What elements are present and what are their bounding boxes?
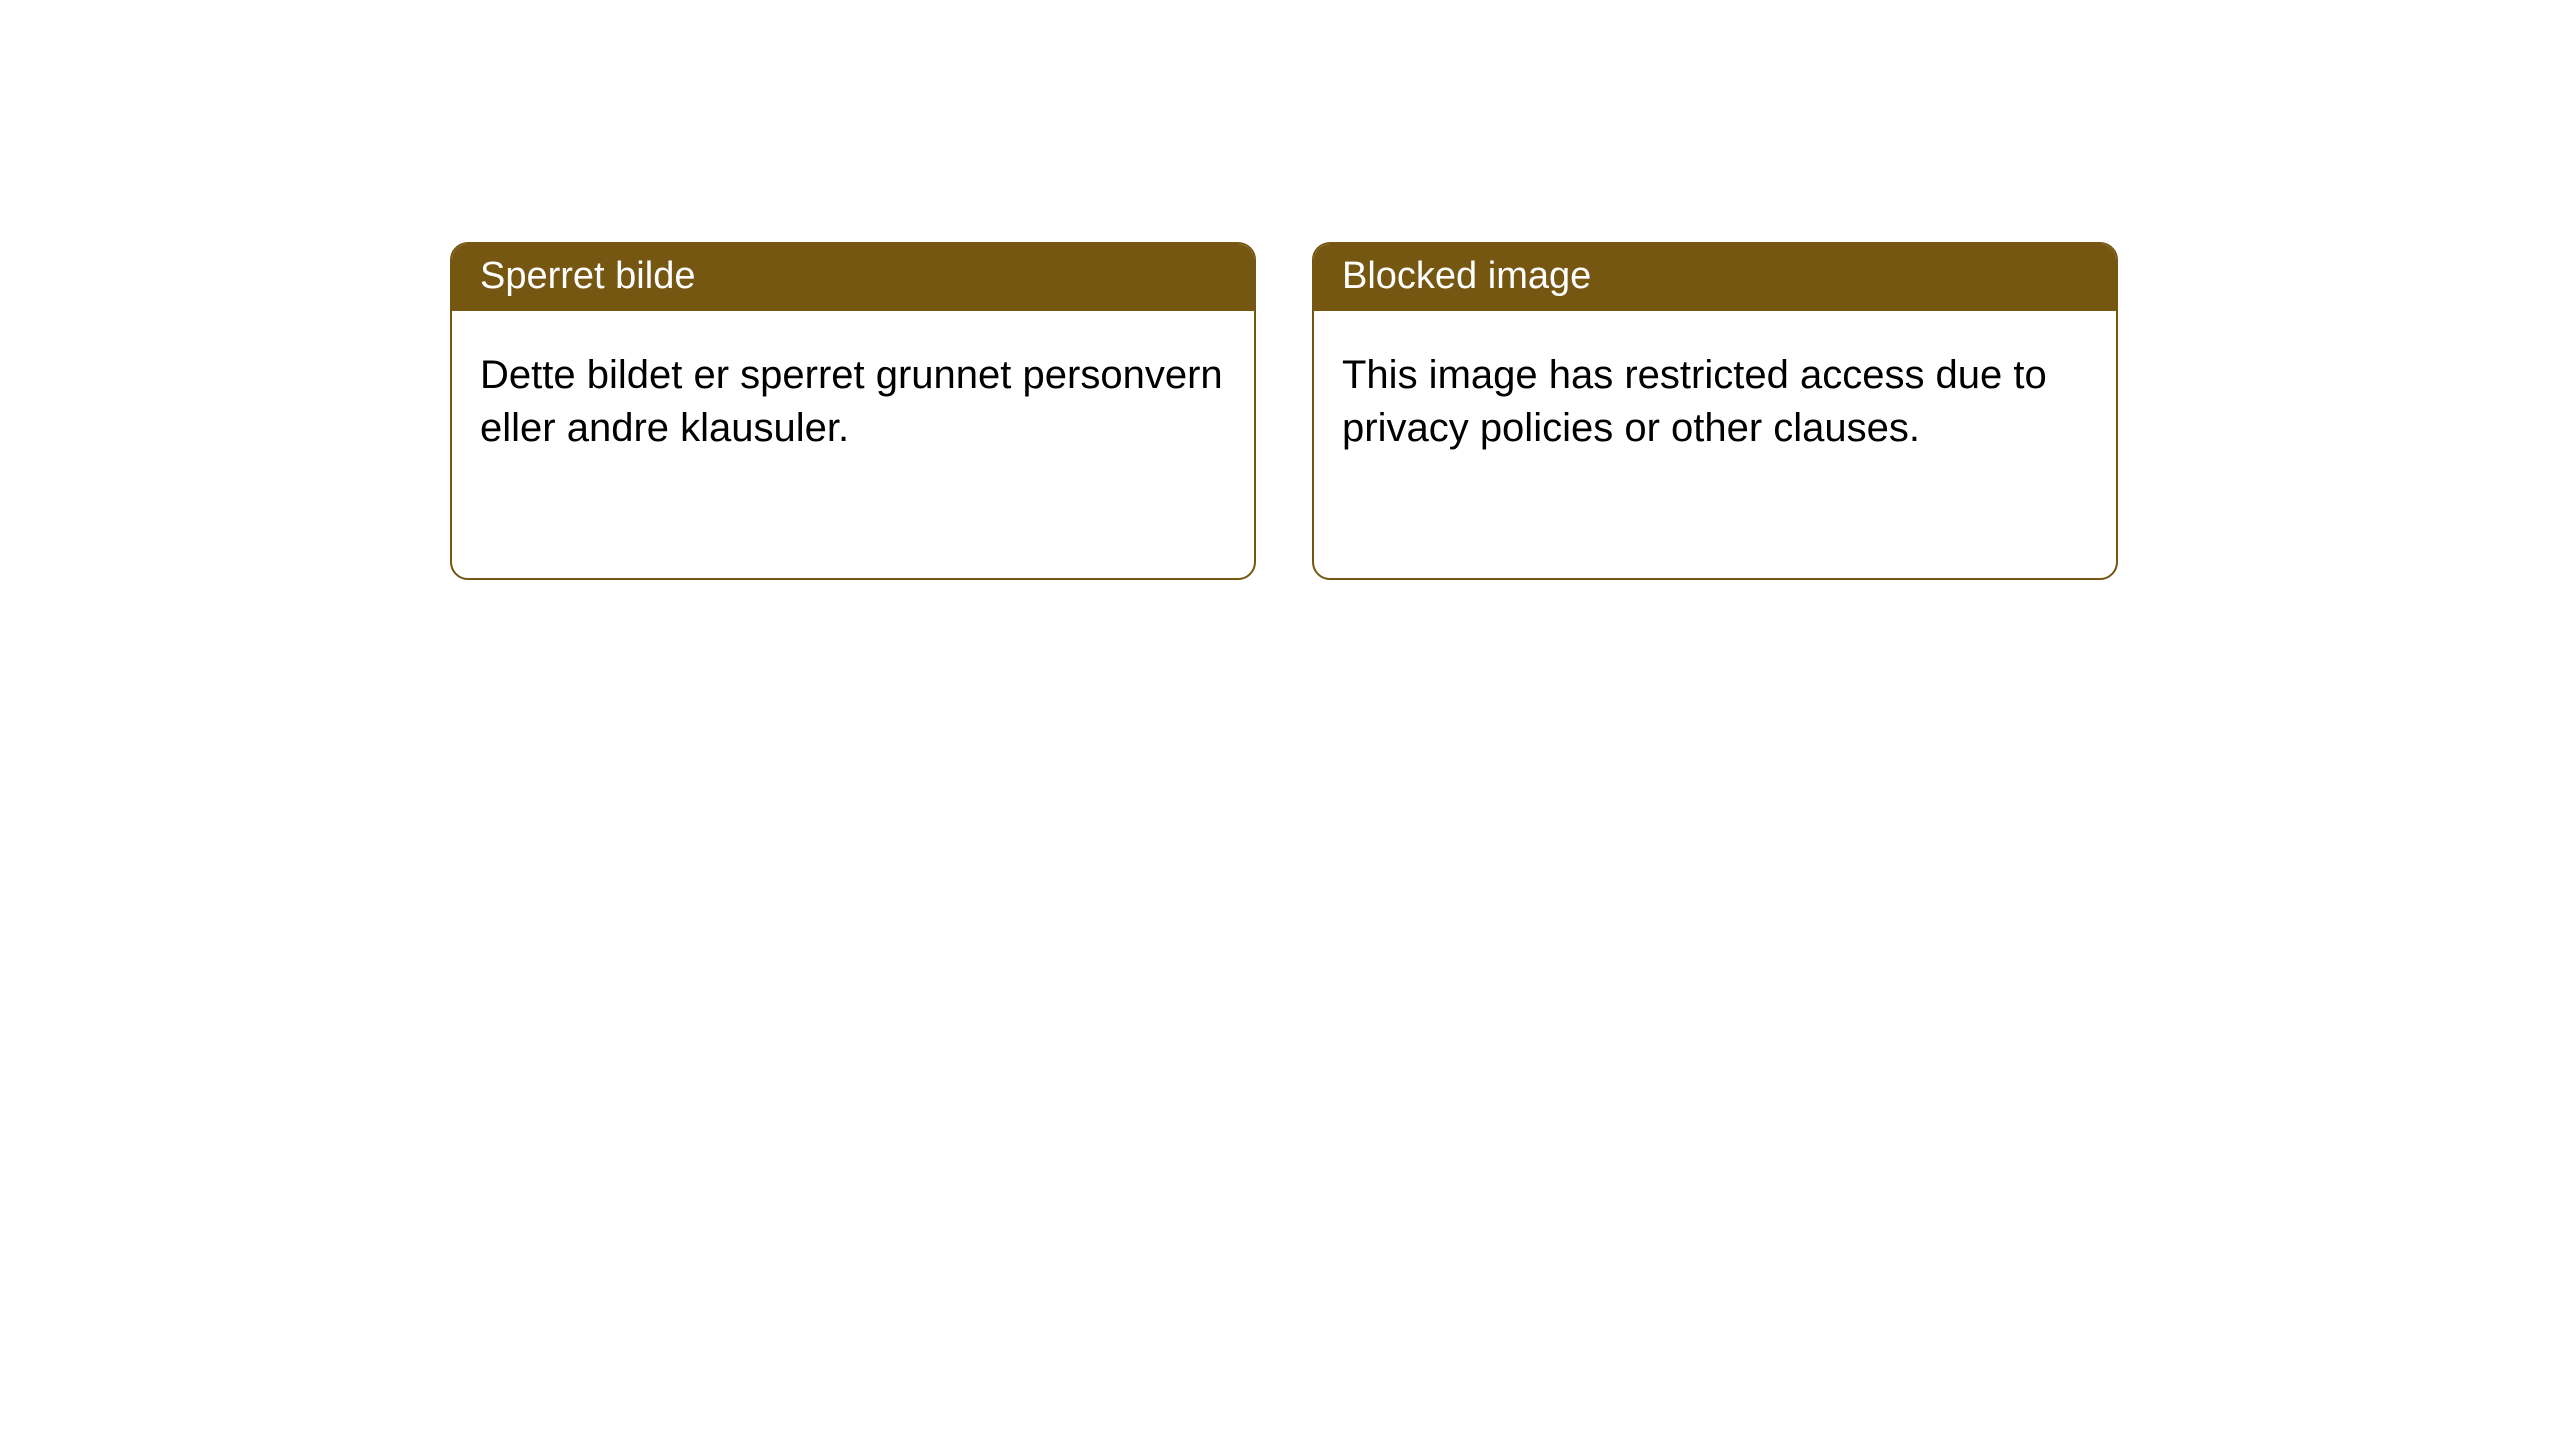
notice-title: Sperret bilde: [452, 244, 1254, 311]
notice-container: Sperret bilde Dette bildet er sperret gr…: [0, 0, 2560, 580]
notice-body: This image has restricted access due to …: [1314, 311, 2116, 483]
notice-body: Dette bildet er sperret grunnet personve…: [452, 311, 1254, 483]
notice-card-english: Blocked image This image has restricted …: [1312, 242, 2118, 580]
notice-card-norwegian: Sperret bilde Dette bildet er sperret gr…: [450, 242, 1256, 580]
notice-title: Blocked image: [1314, 244, 2116, 311]
